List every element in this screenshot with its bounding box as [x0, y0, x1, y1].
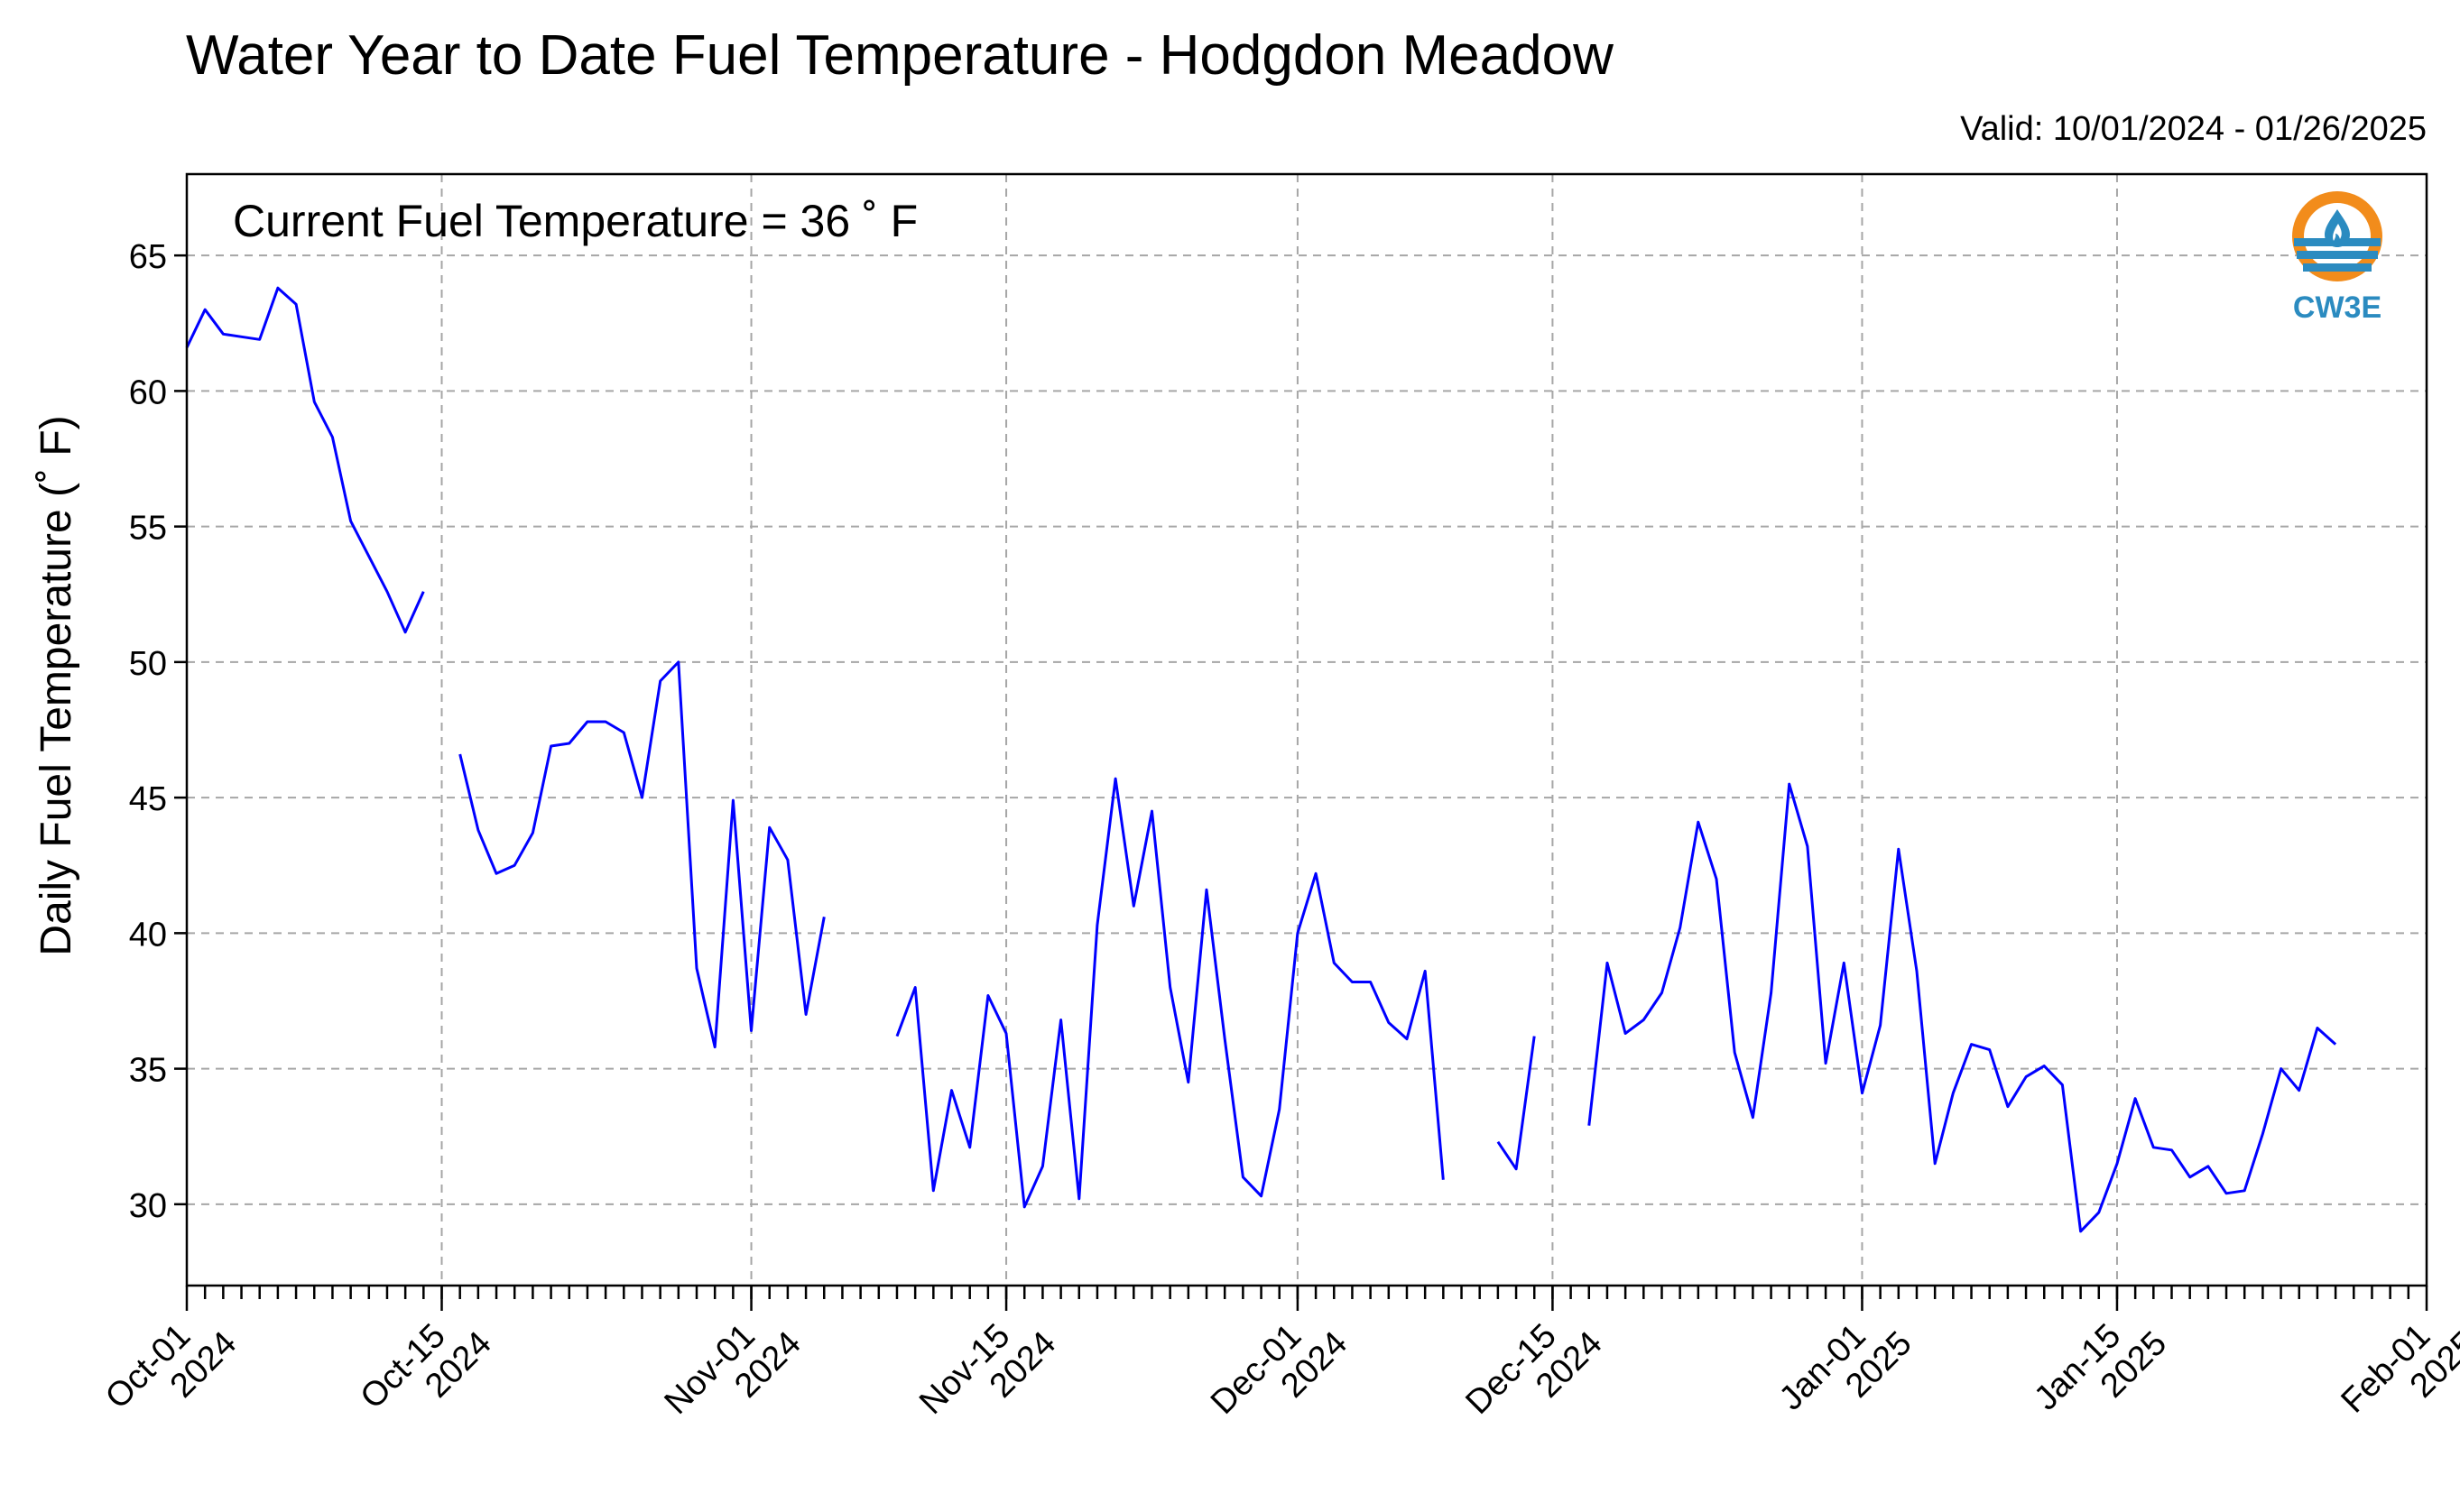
fuel-temperature-line-segment — [458, 660, 826, 1049]
y-tick-label: 30 — [129, 1187, 167, 1225]
x-tick-label: Nov-012024 — [658, 1297, 809, 1448]
cw3e-logo: CW3E — [2292, 191, 2382, 325]
axes: 30 35 40 45 50 55 60 65 Oct-012024 Oct-152024 Nov-… — [98, 238, 2460, 1448]
y-tick-label: 40 — [129, 916, 167, 954]
data-series — [185, 286, 2337, 1233]
y-tick-label: 60 — [129, 373, 167, 411]
grid-lines — [187, 174, 2427, 1286]
chart-title: Water Year to Date Fuel Temperature - Ho… — [186, 24, 1614, 87]
x-tick-label: Oct-152024 — [354, 1297, 499, 1443]
valid-date-range: Valid: 10/01/2024 - 01/26/2025 — [1960, 110, 2427, 148]
fuel-temperature-line-segment — [185, 286, 425, 634]
x-tick-label: Jan-012025 — [1772, 1297, 1919, 1444]
x-tick-label: Dec-152024 — [1458, 1297, 1609, 1448]
logo-wave-3 — [2303, 263, 2372, 272]
logo-text: CW3E — [2293, 290, 2381, 325]
y-tick-label: 65 — [129, 238, 167, 276]
x-tick-label: Nov-152024 — [912, 1297, 1063, 1448]
x-tick-label: Oct-012024 — [98, 1297, 244, 1443]
y-tick-label: 50 — [129, 645, 167, 683]
y-axis-label: Daily Fuel Temperature (˚ F) — [32, 415, 80, 955]
logo-wave-2 — [2297, 251, 2378, 259]
y-tick-label: 35 — [129, 1052, 167, 1090]
x-tick-label: Dec-012024 — [1204, 1297, 1355, 1448]
flame-icon — [2333, 224, 2342, 241]
x-tick-label: Jan-152025 — [2027, 1297, 2174, 1444]
fuel-temperature-line-segment — [1496, 1036, 1536, 1171]
x-tick-label: Feb-012025 — [2335, 1297, 2460, 1447]
plot-frame — [185, 172, 2428, 1287]
y-tick-label: 45 — [129, 780, 167, 818]
current-fuel-temperature-annotation: Current Fuel Temperature = 36 ˚ F — [233, 196, 918, 246]
y-tick-label: 55 — [129, 510, 167, 548]
fuel-temperature-line-segment — [1587, 782, 2337, 1233]
fuel-temperature-line-segment — [895, 777, 1445, 1209]
